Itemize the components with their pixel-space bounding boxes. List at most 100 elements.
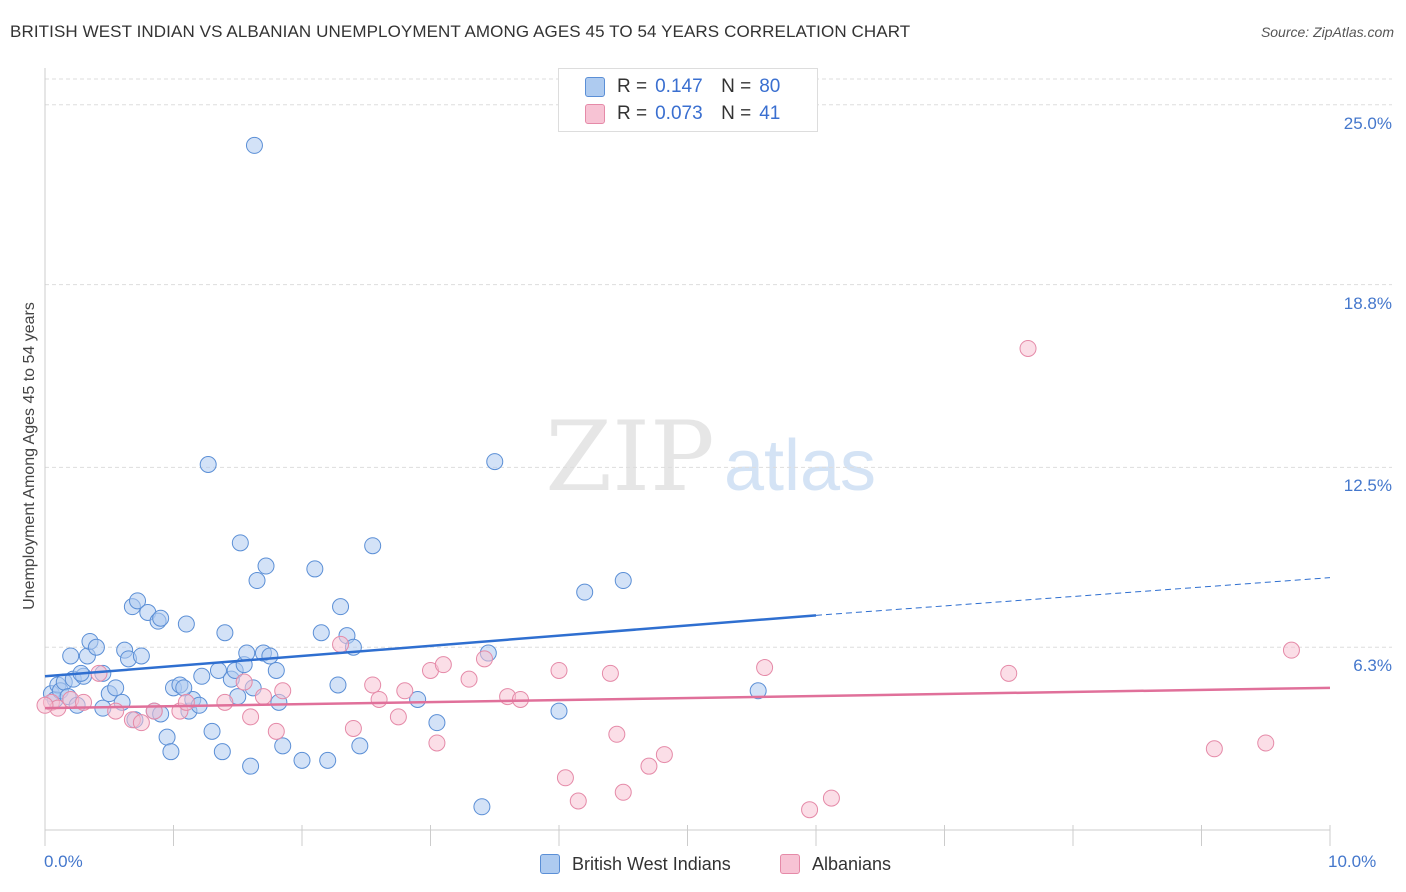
albanians-point <box>460 670 478 688</box>
albanians-point <box>364 676 382 694</box>
r-value: 0.147 <box>655 76 703 97</box>
british-west-indians-point <box>576 583 594 601</box>
y-tick-label: 25.0% <box>1343 113 1392 133</box>
source-label: Source: ZipAtlas.com <box>1260 24 1394 40</box>
british-west-indians-point <box>152 609 170 627</box>
british-west-indians-point <box>177 615 195 633</box>
british-west-indians-point <box>62 647 80 665</box>
n-value: 41 <box>759 103 781 124</box>
x-tick-label-max: 10.0% <box>1328 852 1377 871</box>
british-west-indians-point <box>129 592 147 610</box>
albanians-point <box>36 696 54 714</box>
british-west-indians-point <box>428 714 446 732</box>
british-west-indians-point <box>364 537 382 555</box>
albanians-point <box>601 664 619 682</box>
albanians-point <box>640 757 658 775</box>
british-west-indians-point <box>242 757 260 775</box>
albanians-point <box>608 725 626 743</box>
albanians-point <box>254 688 272 706</box>
british-west-indians-point <box>329 676 347 694</box>
british-west-indians-point <box>614 572 632 590</box>
british-west-indians-point <box>486 453 504 471</box>
watermark-atlas: atlas <box>724 426 876 506</box>
british-west-indians-point <box>199 456 217 474</box>
albanians-point <box>235 673 253 691</box>
legend-item-british-west-indians[interactable]: British West Indians <box>540 852 731 876</box>
albanians-point <box>389 708 407 726</box>
r-value: 0.073 <box>655 103 703 124</box>
british-west-indians-point <box>162 743 180 761</box>
british-west-indians-point <box>248 572 266 590</box>
albanians-point <box>1019 339 1037 357</box>
chart-title: BRITISH WEST INDIAN VS ALBANIAN UNEMPLOY… <box>10 22 911 41</box>
british-west-indians-point <box>312 624 330 642</box>
legend-item-albanians[interactable]: Albanians <box>780 852 891 876</box>
blue-trend-line-extension <box>815 577 1331 616</box>
albanians-point <box>475 650 493 668</box>
british-west-indians-point <box>257 557 275 575</box>
british-west-indians-point <box>132 647 150 665</box>
albanians-point <box>1205 740 1223 758</box>
legend-row-blue: R = 0.147 N = 80 <box>585 74 780 100</box>
british-west-indians-point <box>306 560 324 578</box>
british-west-indians-point <box>319 751 337 769</box>
british-west-indians-point <box>261 647 279 665</box>
albanians-point <box>1282 641 1300 659</box>
n-value: 80 <box>759 76 781 97</box>
y-tick-label: 6.3% <box>1353 656 1392 676</box>
albanians-point <box>569 792 587 810</box>
albanians-point <box>756 659 774 677</box>
british-west-indians-point <box>193 667 211 685</box>
albanians-point <box>267 722 285 740</box>
british-west-indians-point <box>351 737 369 755</box>
albanians-point <box>822 789 840 807</box>
british-west-indians-point <box>87 638 105 656</box>
r-label: R = <box>617 103 648 124</box>
british-west-indians-point <box>213 743 231 761</box>
correlation-legend: R = 0.147 N = 80 R = 0.073 N = 41 <box>558 68 818 132</box>
albanians-point <box>177 693 195 711</box>
british-west-indians-point <box>158 728 176 746</box>
british-west-indians-point <box>203 722 221 740</box>
legend-label: British West Indians <box>572 853 731 874</box>
albanians-point <box>1257 734 1275 752</box>
albanians-point <box>216 693 234 711</box>
albanians-point <box>396 682 414 700</box>
british-west-indians-point <box>550 702 568 720</box>
pink-trend-line <box>44 686 1331 710</box>
albanians-point <box>107 702 125 720</box>
blue-swatch-icon <box>540 854 560 874</box>
y-tick-label: 18.8% <box>1343 293 1392 313</box>
albanians-point <box>1000 664 1018 682</box>
british-west-indians-point <box>175 679 193 697</box>
british-west-indians-point <box>216 624 234 642</box>
british-west-indians-point <box>245 136 263 154</box>
british-west-indians-point <box>332 598 350 616</box>
x-tick-label-min: 0.0% <box>44 852 83 871</box>
pink-swatch-icon <box>585 104 605 124</box>
albanians-point <box>556 769 574 787</box>
british-west-indians-point <box>749 682 767 700</box>
albanians-point <box>434 656 452 674</box>
legend-row-pink: R = 0.073 N = 41 <box>585 101 780 127</box>
albanians-point <box>274 682 292 700</box>
british-west-indians-point <box>293 751 311 769</box>
albanians-point <box>370 690 388 708</box>
albanians-point <box>344 719 362 737</box>
pink-swatch-icon <box>780 854 800 874</box>
british-west-indians-point <box>267 661 285 679</box>
blue-trend-line <box>44 614 817 678</box>
watermark-zip: ZIP <box>545 401 714 513</box>
blue-swatch-icon <box>585 77 605 97</box>
albanians-point <box>428 734 446 752</box>
albanians-point <box>655 746 673 764</box>
british-west-indians-point <box>274 737 292 755</box>
n-label: N = <box>721 76 752 97</box>
british-west-indians-point <box>107 679 125 697</box>
albanians-point <box>332 635 350 653</box>
albanians-point <box>242 708 260 726</box>
n-label: N = <box>721 103 752 124</box>
y-tick-label: 12.5% <box>1343 476 1392 496</box>
albanians-point <box>801 801 819 819</box>
